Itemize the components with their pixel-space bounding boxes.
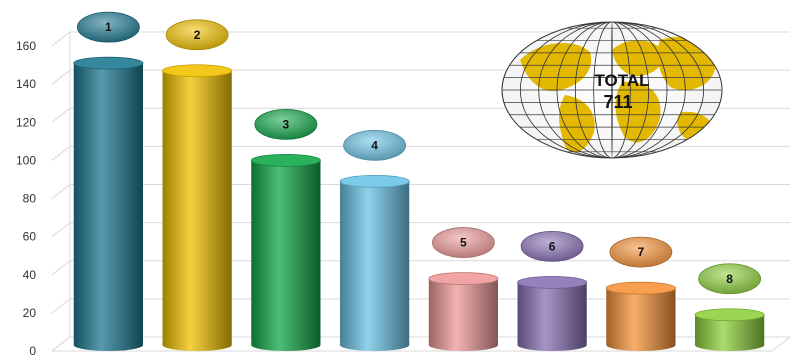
bar-body (517, 282, 587, 351)
bar-top (73, 56, 144, 70)
category-label-1: 1 (76, 11, 140, 43)
category-label-5: 5 (431, 227, 495, 258)
bar-top (694, 308, 765, 322)
category-label-7: 7 (609, 236, 673, 268)
y-tick-label: 160 (16, 39, 36, 53)
category-labels-layer: 1 2 3 4 5 6 7 8 (76, 11, 762, 295)
bar-top (517, 275, 588, 289)
category-label-3: 3 (254, 108, 318, 140)
bar-7 (605, 281, 676, 351)
y-axis: 0 20 40 60 80 100 120 140 160 (16, 39, 36, 358)
bar-body (606, 288, 676, 351)
total-label: TOTAL (594, 71, 649, 90)
bar-body (162, 70, 232, 351)
category-label-2: 2 (165, 19, 229, 51)
globe-icon (501, 21, 723, 159)
category-label-4: 4 (343, 129, 407, 161)
bar-body (340, 181, 410, 351)
bar-1 (73, 56, 144, 351)
total-annotation: TOTAL 711 (501, 21, 723, 159)
bar-top (428, 272, 499, 285)
category-label-8: 8 (698, 263, 762, 295)
bar-3 (250, 153, 321, 351)
category-label-text: 3 (283, 117, 290, 131)
y-tick-label: 40 (23, 268, 37, 282)
bar-8 (694, 308, 765, 351)
category-label-text: 5 (460, 236, 467, 250)
y-tick-label: 60 (23, 230, 37, 244)
bar-top (162, 64, 233, 78)
category-label-text: 6 (549, 239, 556, 253)
bar-2 (162, 64, 233, 351)
bar-top (605, 281, 676, 295)
y-tick-label: 80 (23, 192, 37, 206)
category-label-text: 1 (105, 20, 112, 34)
bar-body (251, 160, 321, 351)
bar-top (250, 153, 321, 167)
category-label-text: 4 (371, 138, 378, 152)
y-tick-label: 20 (23, 306, 37, 320)
y-tick-label: 0 (29, 344, 36, 358)
bars-layer (73, 56, 765, 351)
bar-6 (517, 275, 588, 351)
y-tick-label: 120 (16, 115, 36, 129)
total-value: 711 (603, 92, 632, 112)
bar-body (73, 63, 143, 351)
bar-body (428, 278, 498, 351)
bar-body (695, 314, 765, 351)
category-label-6: 6 (520, 230, 584, 262)
bar-5 (428, 272, 499, 351)
bar-4 (339, 174, 410, 351)
category-label-text: 2 (194, 28, 201, 42)
y-tick-label: 140 (16, 77, 36, 91)
category-label-text: 8 (726, 272, 733, 286)
bar-top (339, 174, 410, 188)
y-tick-label: 100 (16, 153, 36, 167)
category-label-text: 7 (638, 245, 645, 259)
